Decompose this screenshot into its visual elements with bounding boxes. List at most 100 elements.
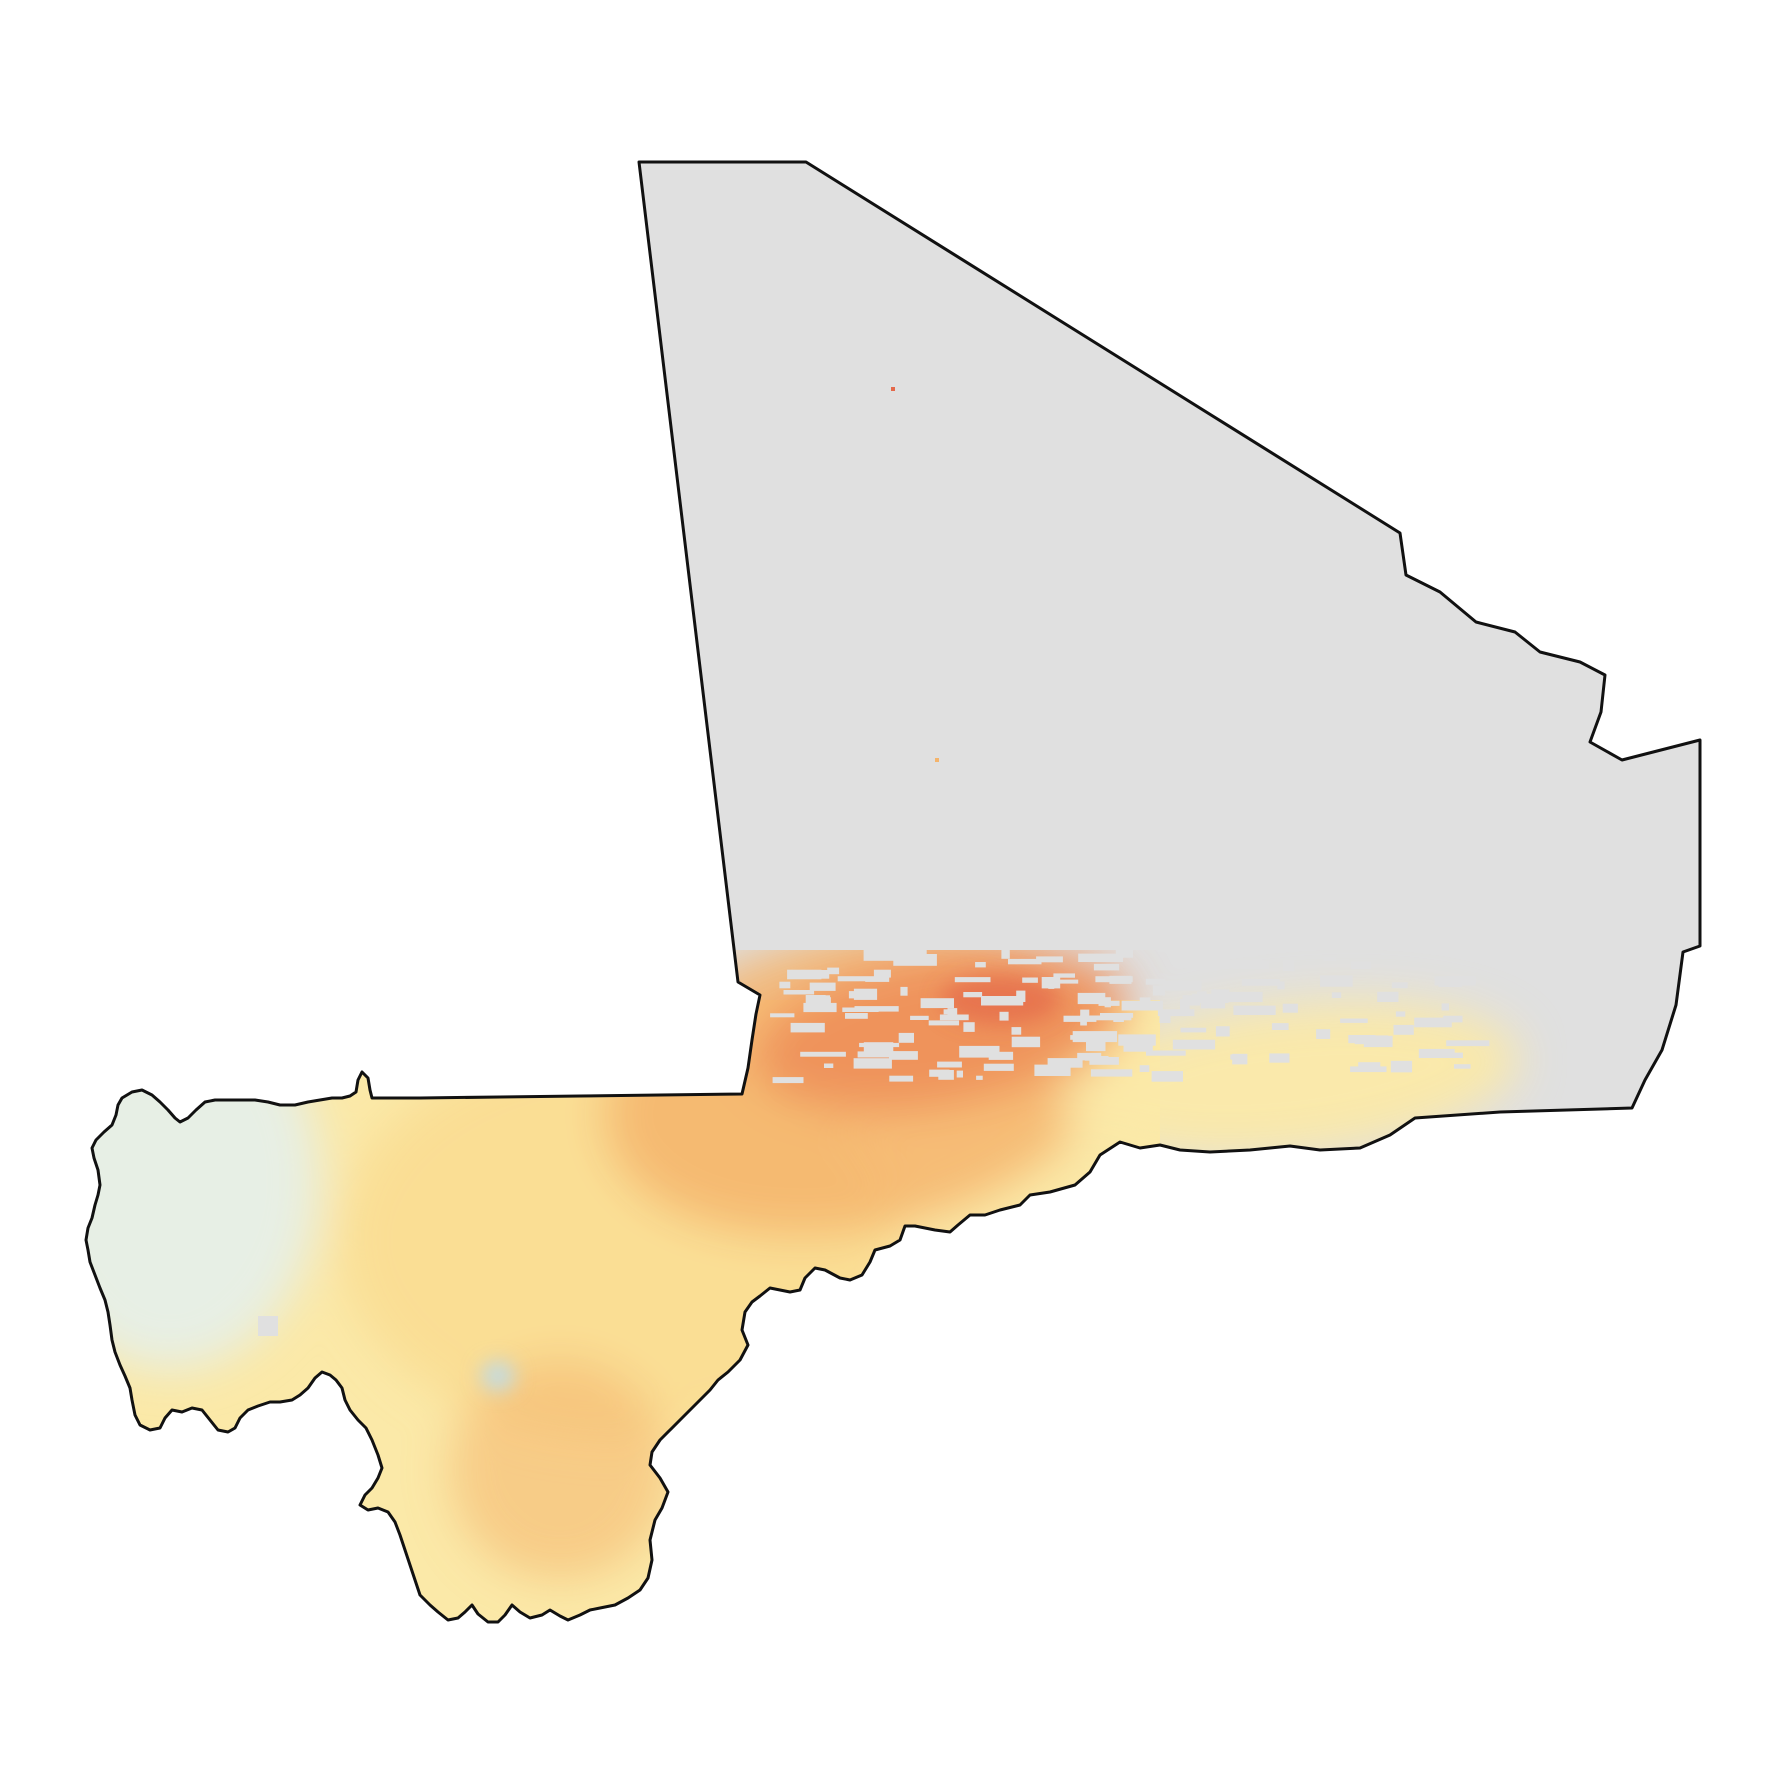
raster-no-data-north [600, 162, 1700, 950]
raster-gap-cell [1080, 1015, 1087, 1026]
raster-gap-cell [842, 1007, 879, 1012]
raster-gap-cell [873, 969, 891, 978]
raster-gap-cell [1152, 985, 1165, 996]
raster-gap-cell [1206, 952, 1229, 958]
raster-gap-cell [1230, 1054, 1245, 1060]
raster-gap-cell [1022, 977, 1038, 983]
raster-gap-cell [1197, 991, 1207, 997]
raster-gap-cell [1228, 941, 1235, 948]
raster-layer [86, 162, 1700, 1622]
raster-gap-cell [1446, 1040, 1490, 1047]
raster-gap-cell [1212, 960, 1256, 969]
raster-gap-cell [1139, 1065, 1150, 1072]
raster-gap-cell [910, 1015, 929, 1020]
raster-gap-cell [863, 949, 900, 961]
raster-gap-cell [1078, 953, 1124, 962]
raster-gap-cell [1100, 1013, 1134, 1018]
raster-gap-cell [976, 1075, 983, 1080]
raster-gap-cell [1186, 960, 1221, 970]
raster-gap-cell [1180, 999, 1190, 1011]
raster-no-data-speck [258, 1316, 278, 1336]
raster-gap-cell [790, 1022, 825, 1033]
raster-gap-cell [1393, 1024, 1414, 1035]
country-border [84, 160, 1702, 1624]
raster-gap-cell [1146, 1050, 1186, 1056]
raster-gap-cell [1163, 980, 1202, 991]
raster-gap-cell [1283, 960, 1295, 972]
raster-gap-cell [1090, 1069, 1133, 1077]
raster-gap-cell [999, 1011, 1009, 1021]
raster-gap-cell [983, 1063, 1014, 1071]
raster-gap-cell [819, 970, 830, 979]
raster-gap-cell [853, 1058, 892, 1069]
raster-warm-south [450, 1360, 670, 1580]
raster-gap-cell [1215, 1026, 1230, 1037]
raster-gap-cell [939, 1014, 969, 1021]
raster-gap-cell [943, 1009, 953, 1015]
raster-gap-cell [1233, 1005, 1276, 1015]
raster-gap-cell [1077, 992, 1106, 1005]
raster-gap-cell [1454, 1064, 1471, 1069]
raster-gap-cell [1034, 1064, 1071, 1076]
raster-gap-cell [1008, 958, 1042, 965]
raster-gap-cell [1434, 976, 1476, 986]
raster-gap-cell [1053, 973, 1075, 978]
raster-gap-cell [1316, 1029, 1331, 1039]
raster-gap-cell [1121, 1000, 1163, 1011]
raster-gap-cell [1455, 937, 1466, 947]
raster-gap-cell [1200, 997, 1226, 1009]
raster-gap-cell [1011, 1027, 1022, 1035]
raster-gap-cell [1048, 979, 1079, 984]
raster-gap-cell [1159, 1015, 1171, 1023]
raster-gap-cell [837, 976, 876, 982]
raster-gap-cell [809, 982, 836, 991]
raster-gap-cell [1118, 1034, 1156, 1046]
raster-gap-cell [963, 1022, 975, 1032]
raster-gap-cell [1084, 1056, 1109, 1061]
raster-gap-cell [1095, 976, 1133, 983]
raster-gap-cell [845, 1013, 868, 1019]
raster-gap-cell [1269, 1053, 1290, 1063]
raster-gap-cell [1354, 1035, 1389, 1045]
raster-gap-cell [1158, 945, 1178, 953]
raster-gap-cell [920, 998, 954, 1009]
raster-gap-cell [800, 1051, 846, 1057]
raster-gap-cell [1414, 1017, 1452, 1028]
raster-gap-cell [1157, 1009, 1195, 1017]
raster-gap-cell [937, 1061, 962, 1068]
raster-isolated-pixel [891, 387, 895, 391]
raster-gap-cell [772, 1077, 804, 1084]
raster-gap-cell [1391, 982, 1408, 989]
raster-gap-cell [1390, 1060, 1413, 1073]
raster-gap-cell [1443, 1015, 1463, 1023]
raster-gap-cell [1089, 1057, 1119, 1065]
raster-gap-cell [853, 988, 878, 1000]
raster-gap-cell [1011, 1036, 1041, 1048]
raster-gap-cell [787, 969, 822, 980]
raster-gap-cell [1151, 1071, 1183, 1082]
raster-cold-spot [482, 1362, 514, 1390]
raster-cool-west [86, 990, 320, 1370]
raster-gap-cell [805, 995, 826, 1007]
raster-gap-cell [1331, 992, 1342, 998]
raster-gap-cell [1241, 979, 1280, 986]
raster-gap-cell [1180, 1027, 1207, 1033]
raster-gap-cell [981, 996, 1024, 1006]
raster-gap-cell [959, 1045, 1000, 1058]
raster-gap-cell [1418, 1048, 1455, 1058]
raster-gap-cell [1447, 1052, 1463, 1058]
raster-gap-cell [1450, 947, 1490, 952]
raster-gap-cell [1086, 1039, 1106, 1052]
raster-no-data-gaps [600, 162, 1700, 1084]
raster-gap-cell [1435, 936, 1454, 944]
raster-gap-cell [1063, 1015, 1097, 1022]
raster-gap-cell [1277, 981, 1285, 990]
raster-gap-cell [1093, 963, 1120, 971]
raster-gap-cell [1263, 942, 1275, 949]
raster-gap-cell [1203, 954, 1214, 961]
raster-gap-cell [1282, 1003, 1298, 1013]
raster-gap-cell [1377, 991, 1399, 1002]
raster-gap-cell [1320, 975, 1353, 987]
raster-gap-cell [1182, 995, 1200, 1006]
